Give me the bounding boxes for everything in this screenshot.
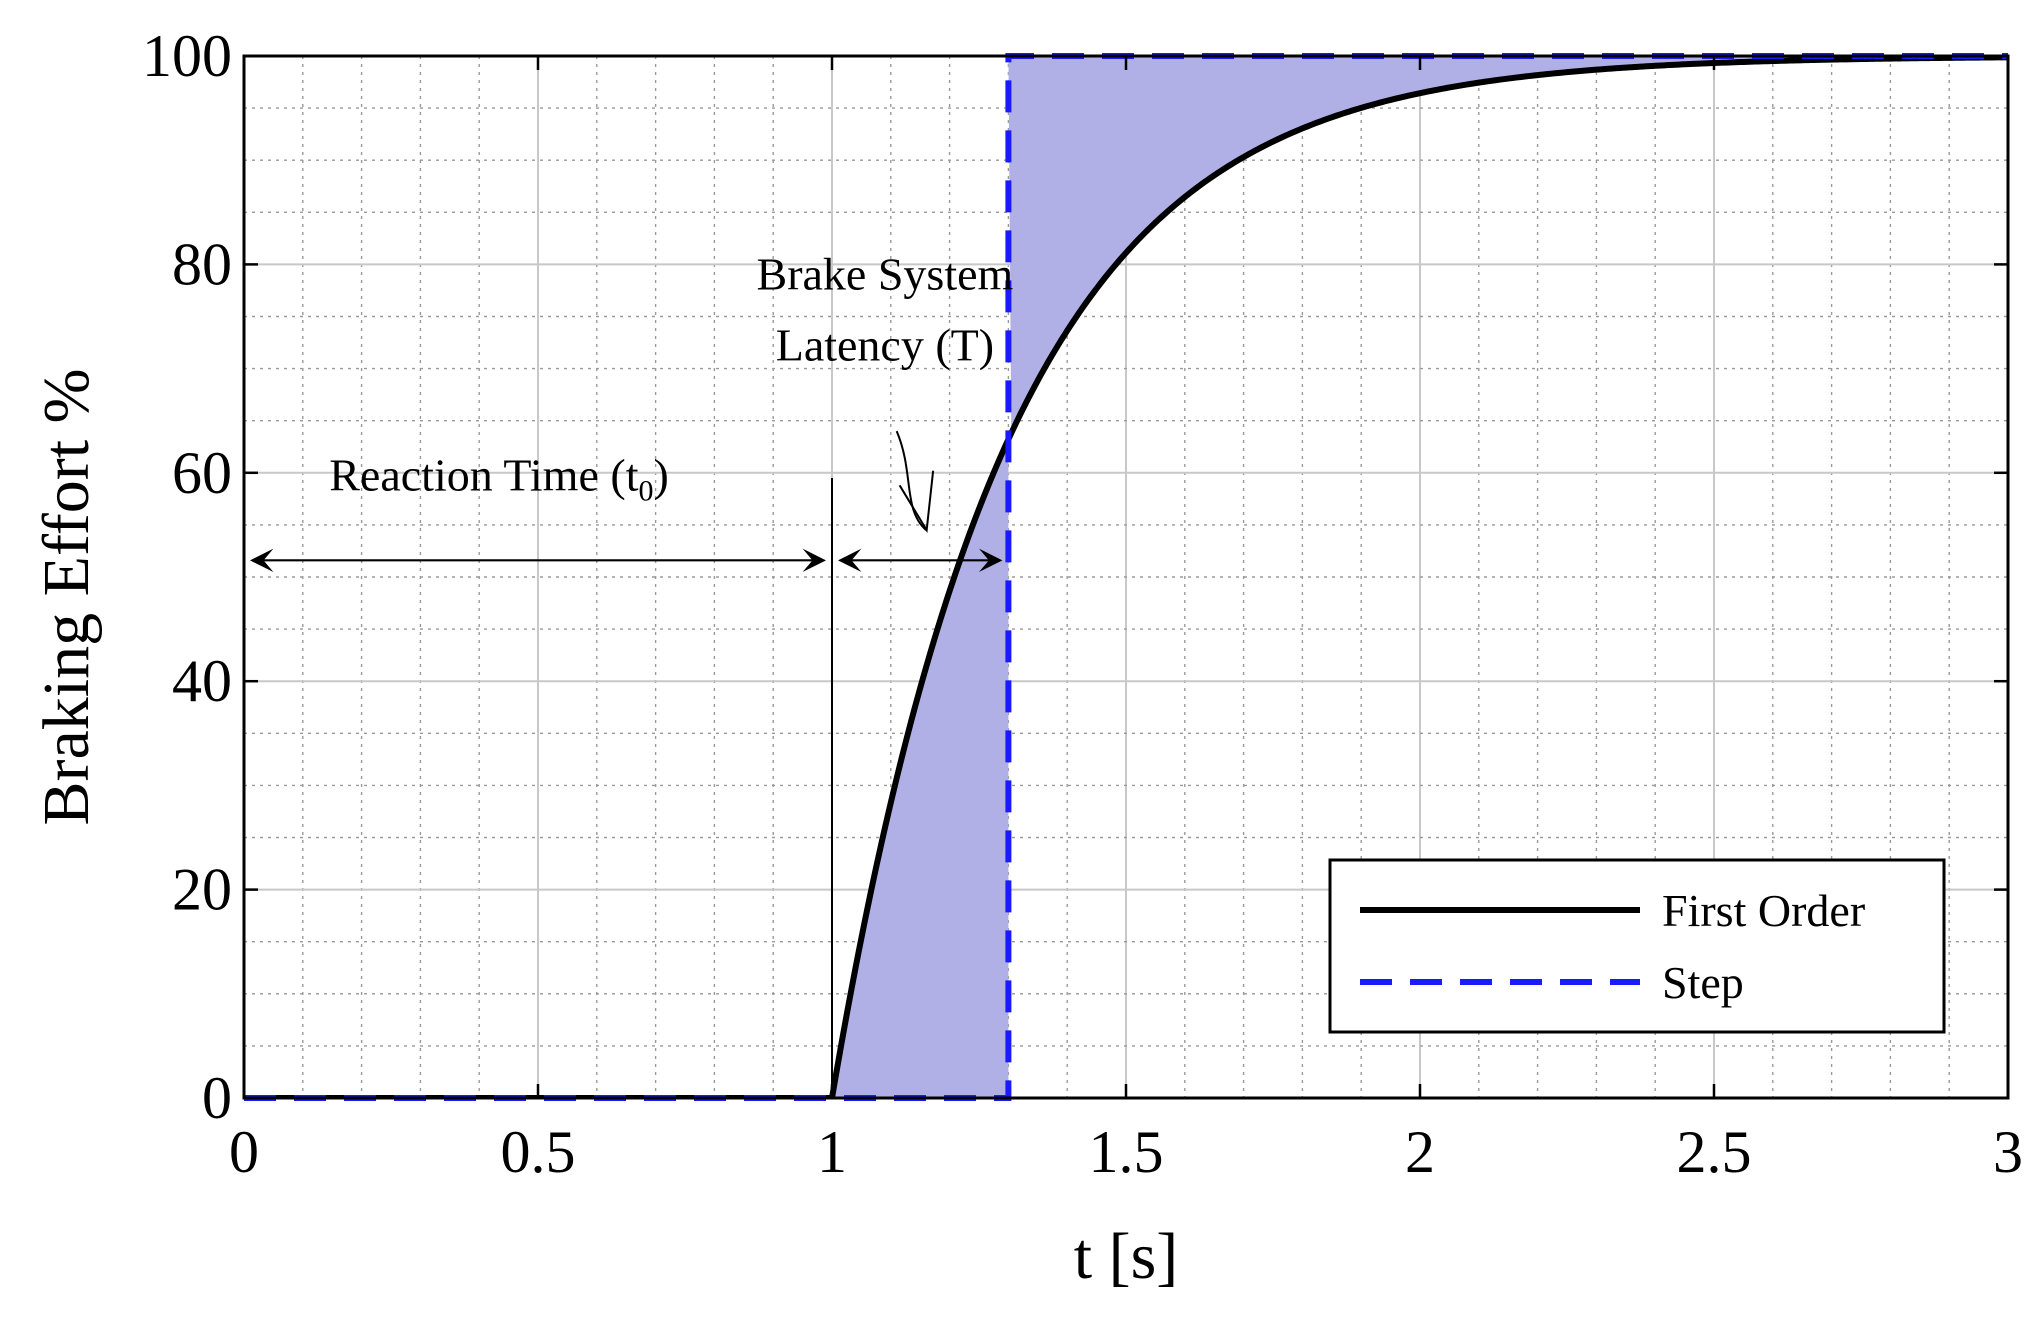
x-tick-label: 2.5 — [1677, 1119, 1752, 1185]
x-tick-label: 0.5 — [501, 1119, 576, 1185]
x-tick-label: 0 — [229, 1119, 259, 1185]
latency-arrow-head-right — [979, 548, 1003, 573]
legend-box — [1328, 858, 1946, 1034]
latency-arrow-head-left — [838, 548, 862, 573]
fill-below-curve — [832, 439, 1009, 1098]
latency-label-line1: Brake System — [757, 248, 1014, 299]
annotation-text: Reaction Time (t0) Brake System Latency (T… — [329, 248, 1013, 507]
y-tick-label: 40 — [172, 648, 232, 714]
legend-first-order-label: First Order — [1662, 885, 1865, 936]
y-tick-label: 80 — [172, 231, 232, 297]
annotation-lines — [250, 430, 1003, 1098]
reaction-arrow-head-left — [250, 548, 274, 573]
axis-labels: t [s] Braking Effort % — [30, 368, 1178, 1293]
reaction-time-subscript: 0 — [638, 475, 653, 508]
latency-pointer — [895, 430, 927, 531]
reaction-time-text: Reaction Time (t — [329, 450, 638, 501]
latency-pointer-head — [898, 470, 935, 534]
reaction-arrow-head-right — [802, 548, 826, 573]
y-axis-label: Braking Effort % — [30, 368, 103, 825]
legend: First Order Step — [1328, 858, 1946, 1034]
x-tick-label: 1 — [817, 1119, 847, 1185]
y-tick-label: 20 — [172, 857, 232, 923]
y-tick-label: 0 — [202, 1065, 232, 1131]
reaction-time-label: Reaction Time (t0) — [329, 450, 669, 508]
legend-step-label: Step — [1662, 957, 1744, 1008]
x-tick-label: 3 — [1993, 1119, 2023, 1185]
latency-label-line2: Latency (T) — [776, 319, 994, 370]
x-tick-label: 1.5 — [1089, 1119, 1164, 1185]
fill-area — [832, 56, 2008, 1098]
axis-ticks: 0 0.5 1 1.5 2 2.5 3 0 20 40 60 80 100 — [142, 23, 2023, 1185]
y-tick-label: 60 — [172, 440, 232, 506]
reaction-time-paren: ) — [653, 450, 668, 501]
y-tick-label: 100 — [142, 23, 232, 89]
x-tick-label: 2 — [1405, 1119, 1435, 1185]
fill-above-curve — [1008, 56, 2008, 433]
x-axis-label: t [s] — [1074, 1220, 1178, 1293]
